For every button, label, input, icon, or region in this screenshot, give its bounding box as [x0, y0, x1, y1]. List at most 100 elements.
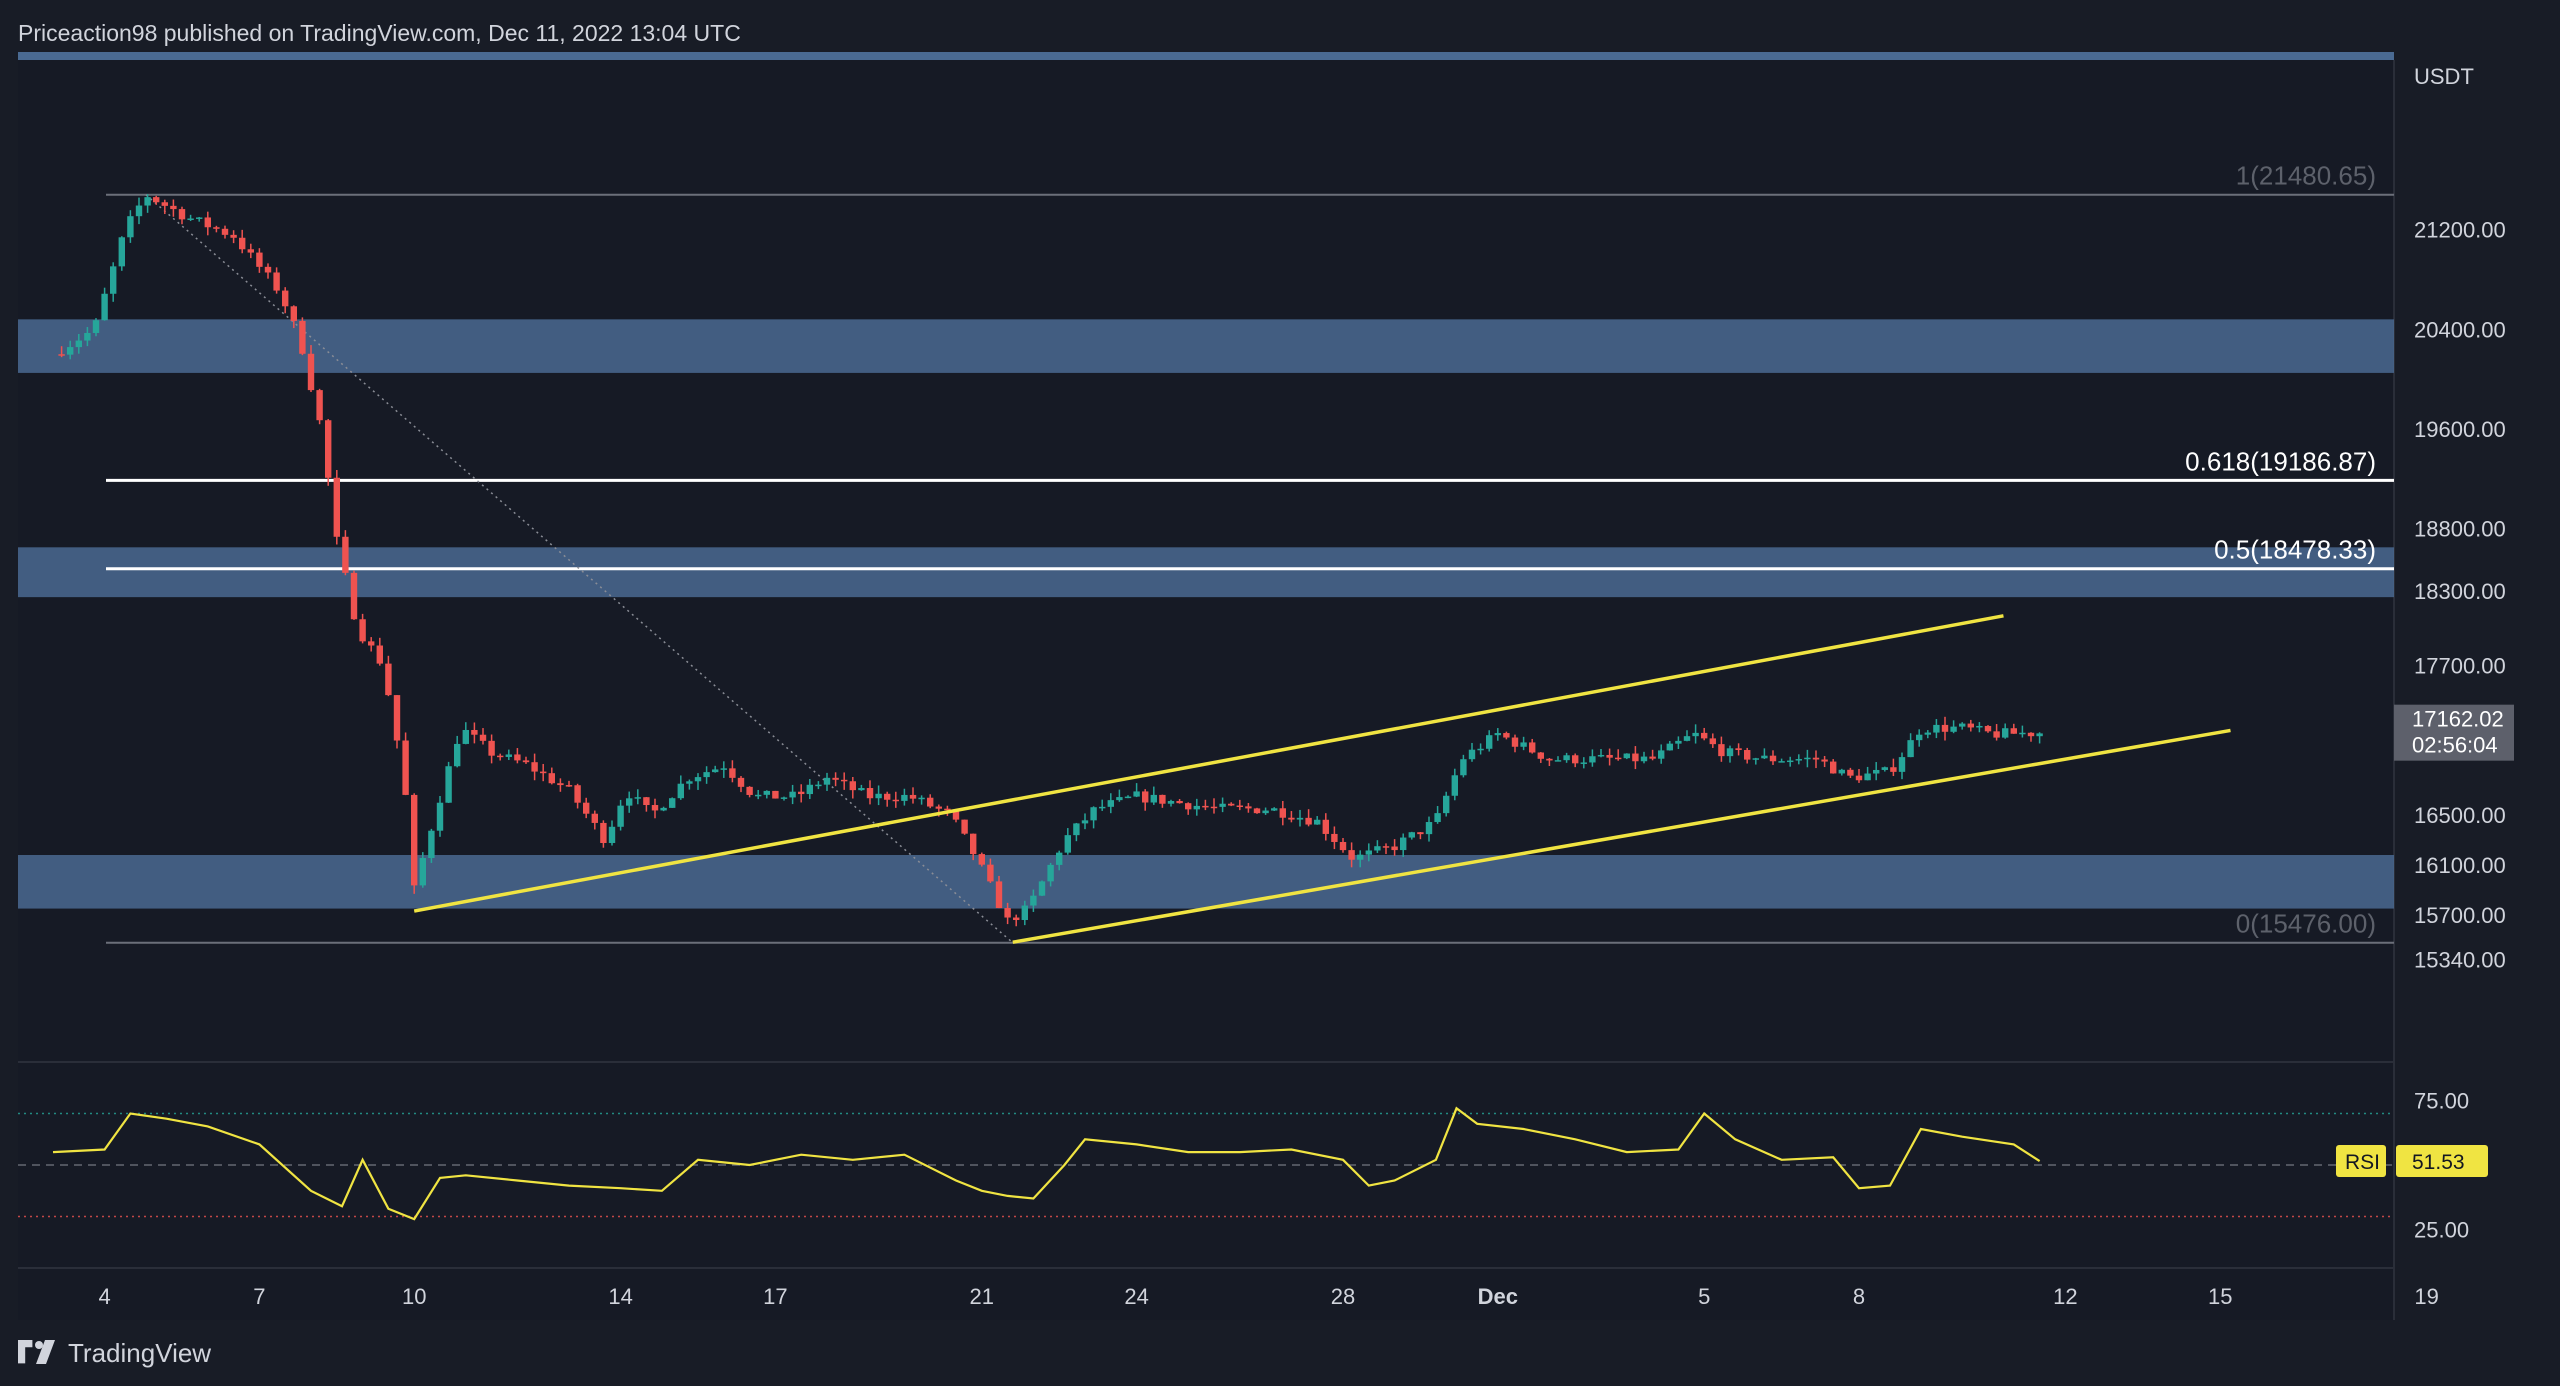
candle-body: [1159, 794, 1166, 804]
candle-body: [256, 252, 263, 267]
candle-body: [961, 819, 968, 834]
candle-body: [454, 743, 461, 767]
candle-body: [385, 663, 392, 696]
candle-body: [1004, 908, 1011, 918]
price-tick-label: 16500.00: [2414, 803, 2506, 828]
candle-body: [1537, 752, 1544, 759]
candle-body: [1271, 808, 1278, 811]
candle-body: [1245, 806, 1252, 809]
candle-body: [1365, 850, 1372, 855]
candle-body: [1950, 726, 1957, 732]
candle-body: [514, 754, 521, 761]
candle-body: [1761, 755, 1768, 759]
candle-body: [1116, 797, 1123, 801]
candle-body: [1047, 864, 1054, 882]
candle-body: [230, 234, 237, 238]
candle-body: [402, 740, 409, 795]
candle-body: [1038, 881, 1046, 896]
price-currency: USDT: [2414, 64, 2474, 89]
candle-body: [342, 536, 349, 573]
time-tick-label: 15: [2208, 1284, 2232, 1309]
candle-body: [1219, 803, 1226, 807]
candle-body: [1322, 819, 1329, 834]
candle-body: [1081, 820, 1089, 824]
candle-body: [522, 760, 530, 763]
candle-body: [970, 833, 977, 855]
candle-body: [1615, 757, 1622, 760]
candle-body: [1623, 753, 1630, 759]
top-border-band: [18, 52, 2394, 60]
candle-body: [789, 791, 796, 798]
candle-body: [1236, 805, 1243, 808]
candle-body: [488, 740, 495, 756]
candle-body: [333, 477, 340, 537]
candle-body: [1649, 756, 1656, 759]
candle-body: [1279, 808, 1286, 818]
candle-body: [634, 797, 641, 799]
time-tick-label: 19: [2414, 1284, 2438, 1309]
rsi-value-label: 51.53: [2412, 1151, 2465, 1174]
candle-body: [1073, 823, 1080, 836]
time-tick-label: 17: [763, 1284, 787, 1309]
tradingview-logo[interactable]: TradingView: [18, 1335, 211, 1371]
candle-body: [591, 813, 598, 823]
candle-body: [1658, 750, 1665, 759]
time-tick-label: 12: [2053, 1284, 2077, 1309]
candle-body: [247, 249, 254, 253]
candle-body: [1529, 742, 1536, 753]
candle-body: [1821, 759, 1828, 762]
candle-body: [1124, 796, 1132, 799]
candle-body: [1984, 725, 1992, 732]
current-price-tag: 17162.02 02:56:04: [2394, 704, 2514, 761]
ascending-channel: [413, 614, 2231, 944]
candle-body: [2019, 732, 2026, 735]
candle-body: [187, 218, 194, 220]
candle-body: [737, 777, 745, 787]
candle-body: [1520, 742, 1527, 747]
candle-body: [1021, 905, 1028, 921]
candle-body: [720, 768, 727, 770]
candle-body: [92, 320, 100, 333]
candle-body: [712, 769, 719, 773]
candle-body: [1924, 732, 1931, 735]
candle-body: [884, 793, 891, 800]
candle-body: [1563, 755, 1570, 761]
candle-body: [901, 794, 908, 801]
candle-body: [703, 772, 710, 778]
candle-body: [1890, 767, 1897, 772]
candle-body: [944, 808, 951, 811]
candle-body: [1357, 854, 1364, 860]
rsi-tag: RSI 51.53: [2336, 1145, 2488, 1177]
candle-body: [1941, 724, 1949, 732]
candle-body: [531, 762, 538, 772]
candle-body: [58, 354, 65, 356]
candle-body: [1434, 813, 1441, 823]
candle-body: [2036, 733, 2043, 737]
fib-level-label: 1(21480.65): [2236, 161, 2376, 191]
candle-body: [686, 781, 693, 784]
candle-body: [1864, 773, 1871, 781]
time-tick-label: 5: [1698, 1284, 1710, 1309]
current-price-value: 17162.02: [2412, 707, 2504, 732]
candle-body: [1640, 756, 1648, 762]
candle-body: [84, 332, 91, 341]
candle-body: [1167, 800, 1175, 804]
candle-body: [1451, 775, 1458, 796]
time-scale-labels: 4 7 10 14 17 21 24 28 Dec 5 8 12 15 19: [98, 1284, 2438, 1309]
publish-header: Priceaction98 published on TradingView.c…: [18, 20, 741, 46]
candle-body: [660, 807, 667, 811]
price-tick-label: 18800.00: [2414, 517, 2506, 542]
rsi-series-line: [52, 1106, 2041, 1221]
candle-body: [1477, 748, 1484, 751]
candle-body: [574, 785, 581, 803]
price-tick-label: 15340.00: [2414, 948, 2506, 973]
candle-body: [1881, 767, 1888, 770]
candle-body: [436, 802, 444, 831]
candle-body: [798, 791, 805, 795]
candle-body: [1675, 740, 1682, 744]
fib-level-label: 0.5(18478.33): [2214, 535, 2376, 565]
candle-body: [600, 822, 607, 843]
candle-body: [118, 237, 125, 267]
candle-body: [1305, 817, 1312, 825]
